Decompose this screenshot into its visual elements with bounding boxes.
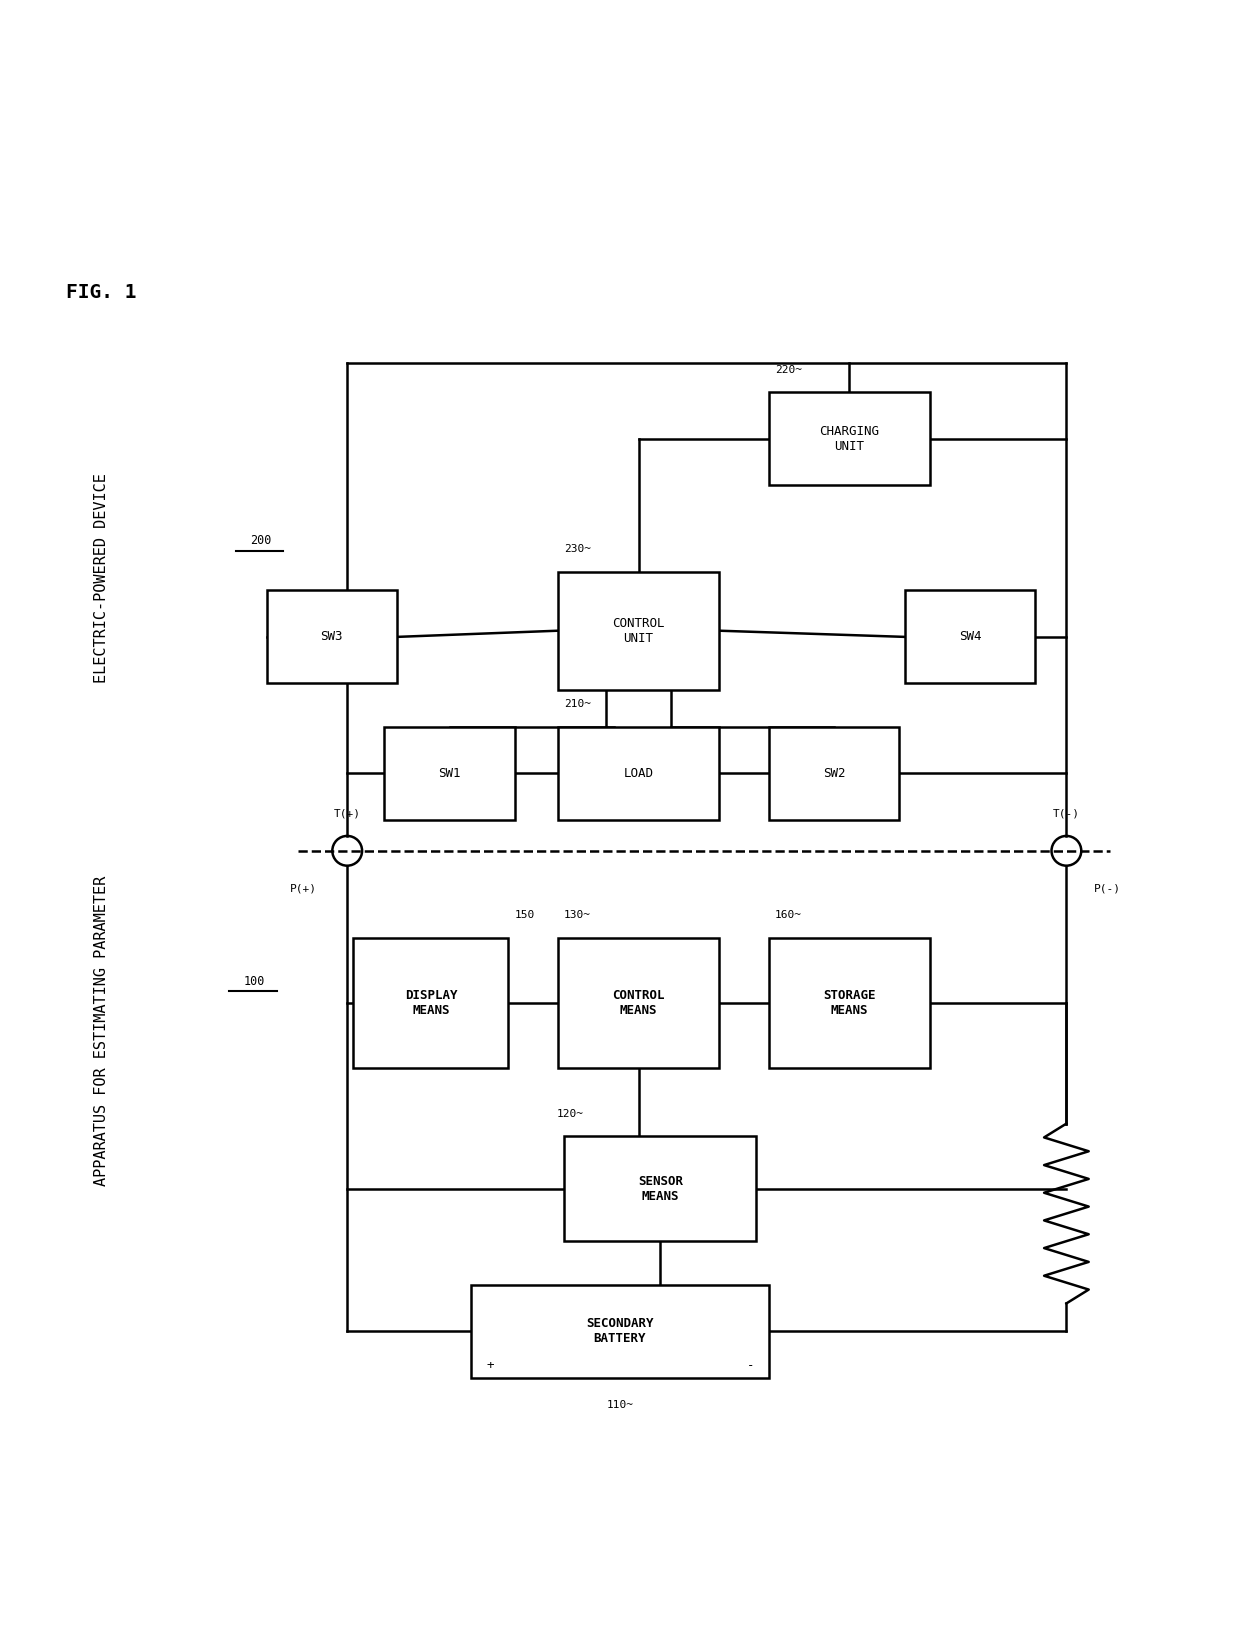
Text: SW4: SW4 <box>959 631 982 643</box>
Bar <box>769 392 930 486</box>
Text: 200: 200 <box>249 534 272 547</box>
Bar <box>267 590 397 684</box>
Bar <box>769 938 930 1067</box>
Bar <box>769 727 899 819</box>
Text: CONTROL
UNIT: CONTROL UNIT <box>613 616 665 644</box>
Text: SW2: SW2 <box>822 767 846 780</box>
Text: 150: 150 <box>515 910 534 920</box>
Text: ELECTRIC-POWERED DEVICE: ELECTRIC-POWERED DEVICE <box>94 472 109 682</box>
Bar <box>471 1285 769 1378</box>
Text: CHARGING
UNIT: CHARGING UNIT <box>820 425 879 453</box>
Text: T(-): T(-) <box>1053 808 1080 819</box>
Text: 100: 100 <box>243 975 265 988</box>
Text: -: - <box>746 1358 754 1371</box>
Text: CONTROL
MEANS: CONTROL MEANS <box>613 988 665 1016</box>
Text: SW3: SW3 <box>320 631 343 643</box>
Text: P(+): P(+) <box>290 884 317 894</box>
Text: SW1: SW1 <box>438 767 461 780</box>
Text: P(-): P(-) <box>1094 884 1121 894</box>
Bar <box>558 727 719 819</box>
Bar <box>558 572 719 689</box>
Text: LOAD: LOAD <box>624 767 653 780</box>
Text: DISPLAY
MEANS: DISPLAY MEANS <box>404 988 458 1016</box>
Bar <box>558 938 719 1067</box>
Text: T(+): T(+) <box>334 808 361 819</box>
Bar <box>384 727 515 819</box>
Bar <box>905 590 1035 684</box>
Text: 220~: 220~ <box>775 365 802 375</box>
Bar <box>353 938 508 1067</box>
Text: 130~: 130~ <box>564 910 591 920</box>
Text: 230~: 230~ <box>564 545 591 555</box>
Text: +: + <box>486 1358 494 1371</box>
Text: FIG. 1: FIG. 1 <box>67 282 136 302</box>
Bar <box>564 1137 756 1241</box>
Text: SENSOR
MEANS: SENSOR MEANS <box>637 1175 683 1203</box>
Text: 210~: 210~ <box>564 699 591 709</box>
Text: SECONDARY
BATTERY: SECONDARY BATTERY <box>587 1317 653 1345</box>
Text: 110~: 110~ <box>606 1401 634 1411</box>
Text: 160~: 160~ <box>775 910 802 920</box>
Text: 120~: 120~ <box>557 1108 584 1118</box>
Text: APPARATUS FOR ESTIMATING PARAMETER: APPARATUS FOR ESTIMATING PARAMETER <box>94 876 109 1186</box>
Text: STORAGE
MEANS: STORAGE MEANS <box>823 988 875 1016</box>
